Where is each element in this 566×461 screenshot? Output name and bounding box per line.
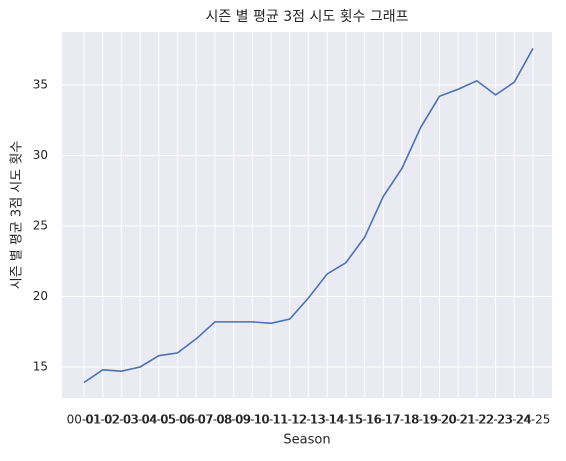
x-tick-label: 02-03 [104, 413, 139, 427]
x-tick-label: 17-18 [385, 413, 420, 427]
x-tick-label: 12-13 [291, 413, 326, 427]
x-tick-label: 00-01 [67, 413, 102, 427]
x-tick-label: 11-12 [272, 413, 307, 427]
x-tick-label: 05-06 [160, 413, 195, 427]
x-tick-label: 24-25 [516, 413, 551, 427]
x-tick-label: 01-02 [85, 413, 120, 427]
x-tick-label: 04-05 [141, 413, 176, 427]
x-tick-label: 18-19 [403, 413, 438, 427]
x-tick-label: 23-24 [497, 413, 532, 427]
x-tick-label: 21-22 [459, 413, 494, 427]
x-tick-label: 06-07 [179, 413, 214, 427]
x-tick-label: 07-08 [198, 413, 233, 427]
x-tick-label: 13-14 [310, 413, 345, 427]
x-tick-label: 10-11 [254, 413, 289, 427]
chart-title: 시즌 별 평균 3점 시도 횟수 그래프 [205, 9, 408, 25]
series-line [83, 47, 534, 384]
x-axis-label: Season [283, 433, 330, 448]
x-tick-label: 19-20 [422, 413, 457, 427]
x-tick-label: 03-04 [123, 413, 158, 427]
x-tick-label: 22-23 [478, 413, 513, 427]
y-tick-label: 20 [33, 289, 48, 303]
y-tick-label: 30 [33, 148, 48, 162]
x-tick-label: 20-21 [441, 413, 476, 427]
x-tick-label: 15-16 [347, 413, 382, 427]
y-tick-label: 25 [33, 218, 48, 232]
x-tick-label: 16-17 [366, 413, 401, 427]
x-tick-label: 08-09 [216, 413, 251, 427]
x-tick-label: 09-10 [235, 413, 270, 427]
y-axis-label: 시즌 별 평균 3점 시도 횟수 [10, 141, 25, 290]
y-tick-label: 15 [33, 359, 48, 373]
plot-area [62, 32, 552, 398]
y-tick-label: 35 [33, 78, 48, 92]
x-tick-label: 14-15 [328, 413, 363, 427]
